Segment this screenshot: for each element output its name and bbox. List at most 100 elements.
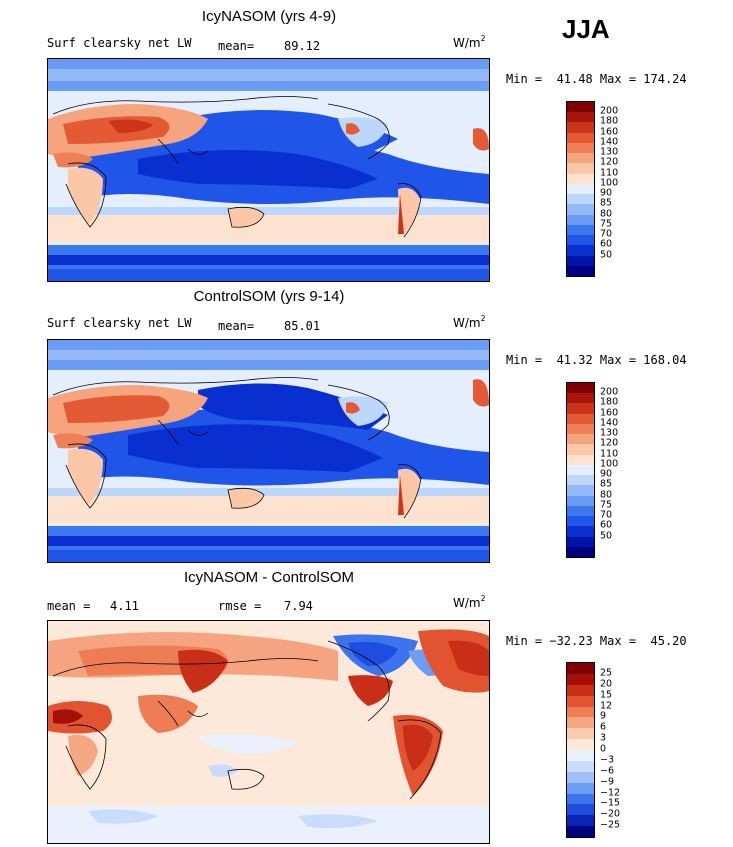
- colorbar-swatch: [567, 444, 594, 455]
- colorbar-tick-label: 20: [600, 678, 613, 690]
- colorbar-tick-label: 90: [600, 187, 613, 199]
- colorbar-tick-label: 110: [600, 448, 619, 460]
- colorbar-swatch: [567, 728, 594, 740]
- colorbar-tick-label: 100: [600, 458, 619, 470]
- colorbar-swatch: [567, 255, 594, 266]
- colorbar-swatch: [567, 750, 594, 761]
- colorbar-tick-label: −3: [600, 754, 615, 766]
- colorbar-tick-label: −12: [600, 787, 621, 798]
- colorbar-swatch: [567, 717, 594, 729]
- panel-3-mean-value: 4.11: [110, 599, 139, 613]
- colorbar-swatch: [567, 235, 594, 246]
- colorbar-swatch: [567, 173, 594, 184]
- colorbar-tick-label: 15: [600, 689, 613, 701]
- colorbar-tick-label: 200: [600, 105, 619, 117]
- colorbar-tick-label: 70: [600, 509, 613, 521]
- colorbar-swatch: [567, 183, 594, 195]
- colorbar-swatch: [567, 434, 594, 445]
- panel-2-minmax: Min = 41.32 Max = 168.04: [506, 353, 687, 367]
- panel-1-units: W/m2: [453, 34, 486, 50]
- colorbar-swatch: [567, 706, 594, 718]
- panel-3-map: [47, 620, 490, 844]
- colorbar-tick-label: 50: [600, 249, 613, 261]
- colorbar-tick-label: −20: [600, 808, 621, 820]
- colorbar-tick-label: 120: [600, 437, 619, 449]
- colorbar-swatch: [567, 804, 594, 816]
- colorbar-swatch: [567, 782, 594, 794]
- panel-3-rmse-value: 7.94: [284, 599, 313, 613]
- colorbar-tick-label: 160: [600, 126, 619, 138]
- panel-3-title: IcyNASOM - ControlSOM: [183, 569, 355, 586]
- panel-2-units: W/m2: [453, 314, 486, 330]
- colorbar-tick-label: 0: [600, 743, 607, 755]
- colorbar-swatch: [567, 204, 594, 215]
- panel-3-colorbar: [566, 662, 595, 838]
- colorbar-swatch: [567, 132, 594, 143]
- colorbar-swatch: [567, 505, 594, 517]
- colorbar-tick-label: −9: [600, 776, 615, 788]
- colorbar-swatch: [567, 423, 594, 435]
- colorbar-tick-label: 130: [600, 427, 619, 439]
- colorbar-swatch: [567, 265, 594, 276]
- colorbar-tick-label: −15: [600, 797, 621, 809]
- colorbar-swatch: [567, 102, 594, 113]
- colorbar-tick-label: 140: [600, 136, 619, 148]
- panel-3-mean-label: mean =: [47, 599, 91, 613]
- panel-1-colorbar: [566, 101, 595, 277]
- colorbar-swatch: [567, 536, 594, 547]
- panel-2-mean-label: mean=: [218, 319, 255, 333]
- colorbar-tick-label: −25: [600, 819, 621, 831]
- colorbar-swatch: [567, 413, 594, 424]
- colorbar-swatch: [567, 383, 594, 394]
- colorbar-swatch: [567, 826, 594, 837]
- panel-3-units: W/m2: [453, 594, 486, 610]
- colorbar-swatch: [567, 760, 594, 772]
- colorbar-tick-label: 3: [600, 732, 607, 744]
- colorbar-swatch: [567, 516, 594, 527]
- panel-1-variable-label: Surf clearsky net LW: [47, 36, 192, 50]
- panel-3-minmax: Min = −32.23 Max = 45.20: [506, 634, 687, 648]
- panel-1-mean-value: 89.12: [284, 39, 321, 53]
- colorbar-swatch: [567, 771, 594, 783]
- colorbar-tick-label: 9: [600, 710, 607, 722]
- panel-2-title: ControlSOM (yrs 9-14): [193, 288, 345, 305]
- colorbar-swatch: [567, 122, 594, 133]
- colorbar-tick-label: 160: [600, 407, 619, 419]
- colorbar-tick-label: 140: [600, 417, 619, 429]
- colorbar-tick-label: 80: [600, 489, 613, 501]
- panel-2-colorbar: [566, 382, 595, 558]
- colorbar-swatch: [567, 663, 594, 674]
- panel-2-mean-value: 85.01: [284, 319, 321, 333]
- colorbar-tick-label: 80: [600, 208, 613, 220]
- colorbar-tick-label: 70: [600, 228, 613, 240]
- panel-2-map: [47, 339, 490, 563]
- colorbar-swatch: [567, 194, 594, 205]
- colorbar-tick-label: 120: [600, 156, 619, 168]
- colorbar-swatch: [567, 684, 594, 696]
- panel-1-map: [47, 58, 490, 282]
- colorbar-tick-label: 180: [600, 115, 619, 127]
- colorbar-swatch: [567, 224, 594, 236]
- colorbar-tick-label: 85: [600, 478, 613, 490]
- colorbar-swatch: [567, 739, 594, 750]
- colorbar-swatch: [567, 454, 594, 465]
- colorbar-swatch: [567, 695, 594, 707]
- colorbar-swatch: [567, 464, 594, 476]
- colorbar-swatch: [567, 485, 594, 496]
- colorbar-tick-label: 60: [600, 519, 613, 531]
- colorbar-swatch: [567, 495, 594, 506]
- colorbar-swatch: [567, 546, 594, 557]
- colorbar-tick-label: 90: [600, 468, 613, 480]
- colorbar-swatch: [567, 793, 594, 805]
- colorbar-swatch: [567, 815, 594, 827]
- colorbar-tick-label: −6: [600, 765, 615, 777]
- colorbar-tick-label: 50: [600, 530, 613, 542]
- colorbar-tick-label: 100: [600, 177, 619, 189]
- colorbar-tick-label: 12: [600, 700, 613, 711]
- panel-1-minmax: Min = 41.48 Max = 174.24: [506, 72, 687, 86]
- colorbar-tick-label: 85: [600, 197, 613, 209]
- colorbar-swatch: [567, 153, 594, 164]
- colorbar-tick-label: 60: [600, 238, 613, 250]
- colorbar-swatch: [567, 403, 594, 414]
- panel-1-mean-label: mean=: [218, 39, 255, 53]
